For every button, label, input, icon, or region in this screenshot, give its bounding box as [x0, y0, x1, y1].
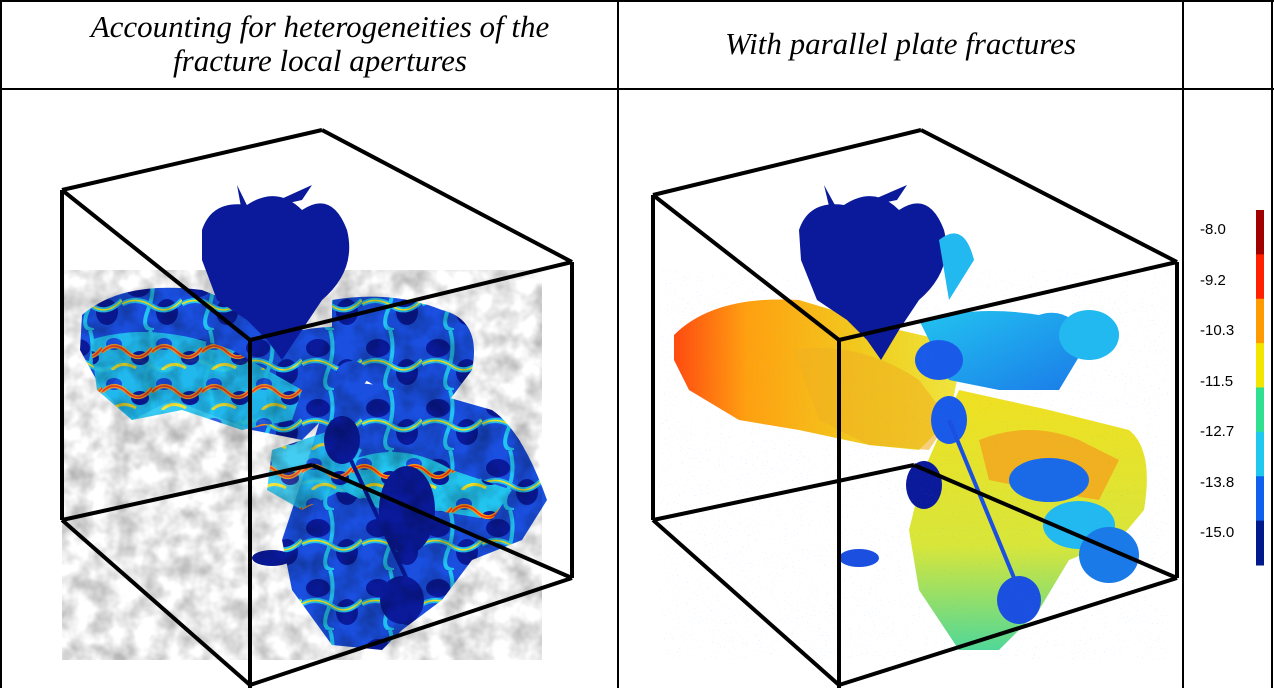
colorbar-segment [1256, 387, 1264, 433]
colorbar-tick-label: -11.5 [1200, 372, 1234, 390]
header-parallel-plate: With parallel plate fractures [724, 26, 1077, 61]
colorbar-gradient [1256, 210, 1264, 566]
colorbar-segment [1256, 431, 1264, 477]
colorbar [1256, 210, 1264, 566]
fracture-network-parallel-plate [619, 90, 1182, 688]
colorbar-segment [1256, 210, 1264, 255]
table-header-divider [0, 88, 1274, 90]
table-divider-2 [1182, 0, 1184, 688]
colorbar-cell [1184, 90, 1271, 688]
fracture-planes-middle [659, 185, 1169, 660]
colorbar-tick-label: -8.0 [1200, 221, 1226, 238]
cube-front-edges [60, 188, 574, 688]
cube-back-edges [61, 128, 573, 264]
colorbar-segment [1256, 298, 1264, 344]
colorbar-segment [1256, 520, 1264, 566]
fracture-cube-middle [651, 128, 1179, 688]
table-divider-1 [617, 0, 619, 688]
table-border-right [1271, 0, 1273, 688]
header-colorbar-column [1184, 0, 1272, 88]
fracture-network-heterogeneous [2, 90, 617, 688]
colorbar-tick-label: -13.8 [1200, 473, 1235, 491]
fracture-planes-left [62, 185, 547, 660]
cube-front-edges [651, 193, 1179, 688]
colorbar-tick-label: -9.2 [1200, 271, 1226, 289]
cube-back-edges [652, 128, 1178, 264]
table-border-top [0, 0, 1274, 2]
header-heterogeneous-apertures: Accounting for heterogeneities of the fr… [90, 9, 550, 78]
colorbar-segment [1256, 476, 1264, 522]
colorbar-segment [1256, 343, 1264, 388]
fracture-cube-left [60, 128, 574, 688]
colorbar-tick-label: -12.7 [1200, 423, 1235, 440]
table-border-left [0, 0, 2, 688]
colorbar-tick-label: -10.3 [1200, 322, 1235, 339]
colorbar-segment [1256, 254, 1264, 300]
colorbar-tick-label: -15.0 [1200, 524, 1235, 541]
